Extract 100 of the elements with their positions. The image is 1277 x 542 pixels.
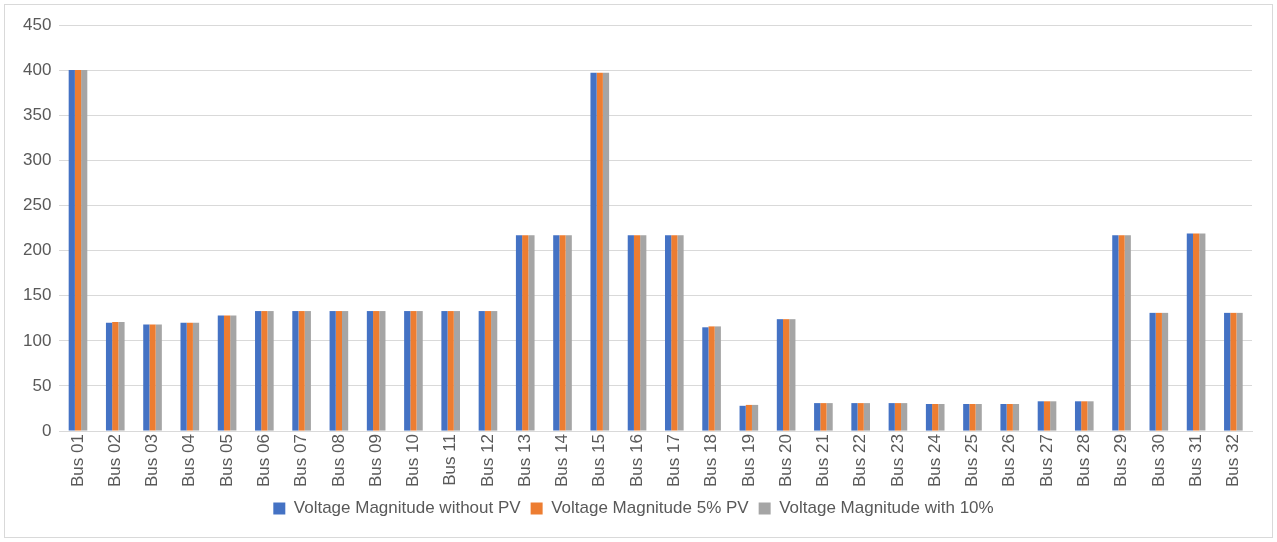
x-tick-label: Bus 29 xyxy=(1111,434,1131,488)
bar xyxy=(447,311,454,431)
bar xyxy=(515,235,523,431)
x-tick-label: Bus 15 xyxy=(589,434,609,488)
bar xyxy=(751,404,759,431)
x-tick-label: Bus 14 xyxy=(552,434,572,488)
bar xyxy=(149,324,156,431)
bar xyxy=(112,321,119,431)
x-tick-label: Bus 32 xyxy=(1223,434,1243,488)
y-tick-label: 300 xyxy=(22,150,52,170)
x-tick-label: Bus 04 xyxy=(179,434,199,488)
y-tick-label: 50 xyxy=(32,375,52,395)
x-tick-label: Bus 20 xyxy=(775,434,795,488)
bar xyxy=(553,235,560,431)
bar xyxy=(969,404,976,431)
bar xyxy=(217,315,224,431)
bar xyxy=(820,403,827,431)
bar xyxy=(857,403,864,431)
x-tick-label: Bus 28 xyxy=(1073,434,1093,488)
legend-label: Voltage Magnitude with 10% xyxy=(779,498,994,518)
bar xyxy=(230,315,237,431)
bar xyxy=(528,235,535,431)
bar xyxy=(1006,404,1013,431)
bar xyxy=(1236,312,1243,431)
bar xyxy=(1186,233,1193,431)
bar xyxy=(739,405,746,431)
bar xyxy=(1012,404,1020,431)
bar xyxy=(484,311,492,431)
x-tick-label: Bus 07 xyxy=(291,434,311,488)
x-tick-label: Bus 02 xyxy=(104,434,124,488)
bar xyxy=(105,322,113,431)
bar xyxy=(640,235,647,431)
bar xyxy=(298,311,305,431)
bar xyxy=(379,311,386,431)
bar xyxy=(708,326,715,431)
y-tick-label: 150 xyxy=(22,285,52,305)
bar xyxy=(1043,401,1051,431)
bar xyxy=(1149,312,1156,431)
bar xyxy=(416,311,423,431)
bar xyxy=(596,72,603,431)
bar xyxy=(1074,401,1082,431)
bar xyxy=(261,311,268,431)
bar xyxy=(677,235,684,431)
x-tick-label: Bus 31 xyxy=(1185,434,1205,488)
bar xyxy=(143,324,150,431)
bar xyxy=(491,311,498,431)
x-tick-label: Bus 09 xyxy=(365,434,385,488)
y-tick-label: 250 xyxy=(22,195,52,215)
bar xyxy=(932,404,939,431)
bar xyxy=(223,315,231,431)
x-tick-label: Bus 17 xyxy=(664,434,683,488)
bar xyxy=(329,311,336,431)
bar xyxy=(441,311,448,431)
bar xyxy=(665,235,672,431)
x-tick-label: Bus 18 xyxy=(701,434,721,488)
bar xyxy=(963,404,970,431)
bar xyxy=(671,235,678,431)
bar xyxy=(267,311,274,431)
bar xyxy=(826,403,833,431)
bar xyxy=(1199,233,1206,431)
x-tick-label: Bus 22 xyxy=(850,434,870,488)
bar xyxy=(1112,235,1119,431)
y-tick-label: 400 xyxy=(22,59,52,79)
x-tick-label: Bus 06 xyxy=(254,434,274,488)
bar xyxy=(1081,401,1088,431)
bar xyxy=(702,327,709,431)
bar xyxy=(888,403,895,431)
bar xyxy=(783,319,790,431)
bar xyxy=(894,403,902,431)
bar xyxy=(292,311,299,431)
bar xyxy=(789,319,796,431)
x-tick-label: Bus 27 xyxy=(1036,434,1056,488)
bar xyxy=(1000,404,1007,431)
bar xyxy=(745,404,752,431)
bar xyxy=(118,321,125,431)
bar xyxy=(74,70,82,431)
bar xyxy=(478,311,485,431)
bar xyxy=(81,70,88,431)
bar xyxy=(851,403,858,431)
x-tick-label: Bus 11 xyxy=(440,434,460,486)
y-tick-label: 100 xyxy=(22,330,52,350)
bar xyxy=(255,311,262,431)
bar xyxy=(304,311,311,431)
bar xyxy=(814,403,821,431)
bar xyxy=(925,404,933,431)
x-tick-label: Bus 03 xyxy=(142,434,162,488)
bar xyxy=(155,324,162,431)
bar xyxy=(1124,235,1131,431)
bar xyxy=(522,235,529,431)
bar xyxy=(1192,233,1200,431)
bar xyxy=(68,70,75,431)
bar xyxy=(373,311,380,431)
bar xyxy=(975,404,982,431)
bar xyxy=(1037,401,1044,431)
bar xyxy=(1050,401,1057,431)
x-tick-label: Bus 16 xyxy=(626,434,646,488)
bar xyxy=(1087,401,1094,431)
y-tick-label: 200 xyxy=(22,240,52,260)
bar xyxy=(341,311,349,431)
x-tick-label: Bus 25 xyxy=(962,434,982,488)
